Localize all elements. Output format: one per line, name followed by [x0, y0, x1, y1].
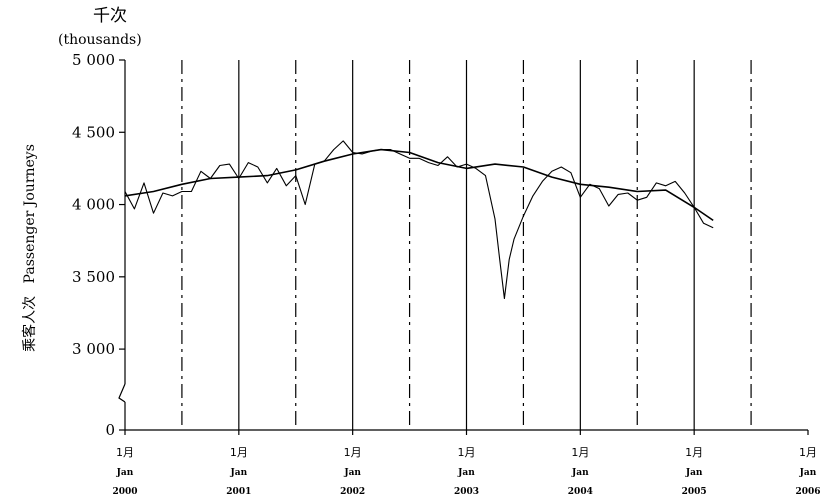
trend-line [124, 148, 714, 222]
y-axis-ticks: 0 3 000 3 500 4 000 4 500 5 000 [72, 51, 125, 439]
y-tick-label: 3 500 [72, 268, 115, 286]
y-tick-label: 0 [105, 421, 115, 439]
x-tick-label-month-en: Jan [343, 468, 361, 478]
unit-label-en: (thousands) [58, 32, 142, 48]
x-tick-label-month-en: Jan [685, 468, 703, 478]
x-tick-label-month-cn: 1月 [799, 446, 817, 459]
x-tick-label-year: 2004 [568, 487, 593, 497]
x-tick-label-month-cn: 1月 [230, 446, 248, 459]
y-tick-label: 4 500 [72, 123, 115, 141]
svg-text:乘客人次 Passenger Journeys: 乘客人次 Passenger Journeys [21, 144, 38, 352]
x-tick-label-year: 2000 [112, 487, 137, 497]
x-tick-label-year: 2002 [340, 487, 365, 497]
series-lines [124, 140, 714, 300]
x-tick-label-month-cn: 1月 [458, 446, 476, 459]
x-tick-label-month-en: Jan [571, 468, 589, 478]
y-axis-break-mark [118, 383, 126, 403]
y-tick-label: 3 000 [72, 340, 115, 358]
x-tick-label-month-cn: 1月 [116, 446, 134, 459]
x-tick-label-year: 2003 [454, 487, 479, 497]
y-tick-label: 4 000 [72, 196, 115, 214]
x-tick-label-year: 2006 [795, 487, 820, 497]
y-axis-title: 乘客人次 Passenger Journeys [21, 144, 38, 352]
x-tick-label-month-en: Jan [799, 468, 817, 478]
y-axis-title-en: Passenger Journeys [22, 144, 38, 283]
x-tick-label-month-en: Jan [230, 468, 248, 478]
gridlines [181, 60, 752, 430]
y-tick-label: 5 000 [72, 51, 115, 69]
x-tick-label-month-cn: 1月 [685, 446, 703, 459]
x-axis-ticks: 1月 Jan 2000 1月 Jan 2001 1月 Jan 2002 1月 Jan 2003 1月 Ja… [112, 430, 821, 497]
monthly-line [124, 140, 714, 300]
x-tick-label-month-en: Jan [457, 468, 475, 478]
y-axis-title-cn: 乘客人次 [21, 296, 38, 352]
x-tick-label-year: 2001 [226, 487, 251, 497]
x-tick-label-month-cn: 1月 [571, 446, 589, 459]
unit-label-cn: 千次 [93, 6, 127, 26]
x-tick-label-month-cn: 1月 [344, 446, 362, 459]
x-tick-label-year: 2005 [682, 487, 707, 497]
axes [118, 60, 808, 431]
x-tick-label-month-en: Jan [116, 468, 134, 478]
